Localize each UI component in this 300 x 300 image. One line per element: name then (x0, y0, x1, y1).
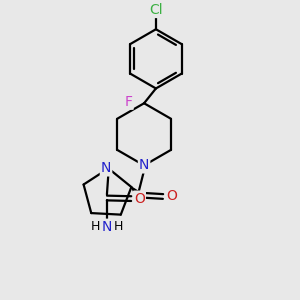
Text: O: O (166, 190, 177, 203)
Polygon shape (131, 187, 141, 197)
Text: O: O (134, 192, 145, 206)
Text: F: F (125, 95, 133, 109)
Text: N: N (139, 158, 149, 172)
Text: Cl: Cl (149, 3, 163, 17)
Text: H: H (113, 220, 123, 233)
Text: N: N (102, 220, 112, 234)
Text: N: N (101, 161, 111, 176)
Text: H: H (91, 220, 100, 233)
